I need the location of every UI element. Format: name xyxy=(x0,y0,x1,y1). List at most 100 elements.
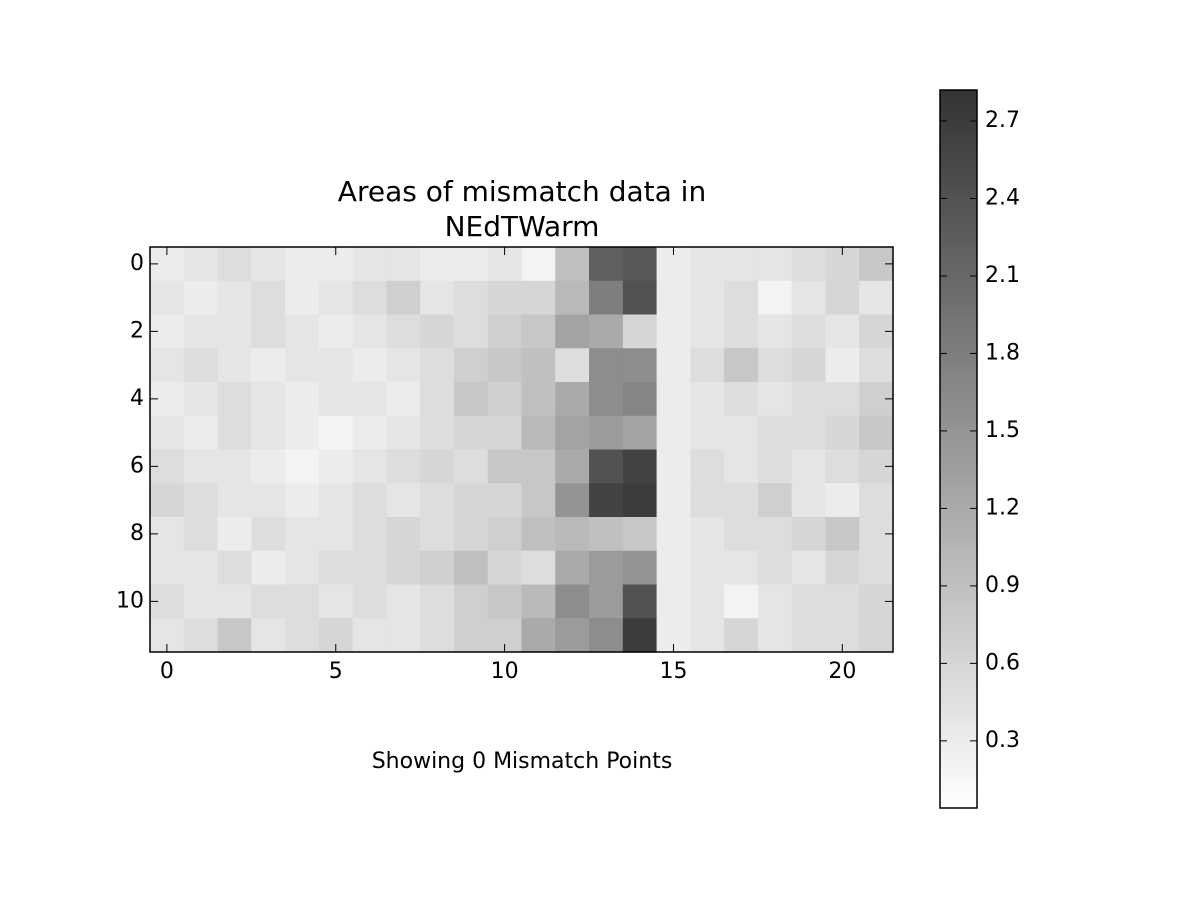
heatmap-cell xyxy=(318,449,354,484)
heatmap-cell xyxy=(656,382,691,417)
heatmap-cell xyxy=(285,517,320,552)
heatmap-cell xyxy=(825,314,860,349)
y-tick-label: 4 xyxy=(130,386,144,411)
heatmap-cell xyxy=(285,618,320,653)
heatmap-cell xyxy=(791,314,827,349)
heatmap-cell xyxy=(352,314,388,349)
heatmap-cell xyxy=(420,449,455,484)
colorbar-tick-label: 2.4 xyxy=(985,185,1020,210)
heatmap-cell xyxy=(318,415,354,451)
heatmap-cell xyxy=(251,483,286,518)
heatmap-cell xyxy=(420,280,455,316)
heatmap-cell xyxy=(724,348,759,383)
heatmap-cell xyxy=(217,348,252,383)
heatmap-cell xyxy=(318,517,354,552)
heatmap-cell xyxy=(386,618,421,653)
heatmap-cell xyxy=(589,382,624,417)
heatmap-cell xyxy=(251,280,286,316)
heatmap-cell xyxy=(757,348,793,383)
heatmap-cell xyxy=(183,550,219,586)
heatmap-cell xyxy=(656,550,691,586)
heatmap-cell xyxy=(859,618,894,653)
heatmap-cell xyxy=(285,280,320,316)
heatmap-cell xyxy=(791,382,827,417)
heatmap-cell xyxy=(386,483,421,518)
heatmap-cell xyxy=(521,584,556,619)
heatmap-cell xyxy=(656,415,691,451)
heatmap-cell xyxy=(352,382,388,417)
heatmap-cell xyxy=(453,348,489,383)
heatmap-cell xyxy=(251,314,286,349)
heatmap-cell xyxy=(555,483,590,518)
heatmap-cell xyxy=(791,280,827,316)
heatmap-cell xyxy=(453,314,489,349)
heatmap-cell xyxy=(453,618,489,653)
colorbar xyxy=(939,89,978,809)
heatmap-cell xyxy=(656,280,691,316)
heatmap-cell xyxy=(690,618,725,653)
heatmap-cell xyxy=(453,550,489,586)
heatmap-cell xyxy=(521,314,556,349)
heatmap-cell xyxy=(285,382,320,417)
heatmap-cell xyxy=(217,247,252,282)
heatmap-cell xyxy=(251,449,286,484)
heatmap-cell xyxy=(555,348,590,383)
heatmap-cell xyxy=(656,314,691,349)
heatmap-cell xyxy=(285,483,320,518)
heatmap-cell xyxy=(622,247,658,282)
heatmap-cell xyxy=(555,382,590,417)
heatmap-cell xyxy=(757,280,793,316)
x-tick-label: 10 xyxy=(491,659,519,684)
heatmap-cell xyxy=(453,517,489,552)
heatmap-cell xyxy=(318,314,354,349)
heatmap-cell xyxy=(656,348,691,383)
heatmap-cell xyxy=(555,550,590,586)
heatmap-cell xyxy=(285,348,320,383)
heatmap-cell xyxy=(724,550,759,586)
heatmap-cell xyxy=(690,483,725,518)
heatmap-cell xyxy=(487,314,523,349)
heatmap-cell xyxy=(150,483,185,518)
heatmap-cell xyxy=(150,348,185,383)
heatmap-cell xyxy=(656,517,691,552)
heatmap-cell xyxy=(724,247,759,282)
heatmap-cell xyxy=(420,517,455,552)
heatmap-cell xyxy=(420,314,455,349)
heatmap-cell xyxy=(555,517,590,552)
colorbar-tick-label: 0.3 xyxy=(985,728,1020,753)
heatmap-cell xyxy=(589,415,624,451)
heatmap-cell xyxy=(251,382,286,417)
heatmap-cell xyxy=(757,449,793,484)
heatmap-cell xyxy=(217,550,252,586)
heatmap-cell xyxy=(791,449,827,484)
heatmap-cell xyxy=(690,550,725,586)
heatmap-cell xyxy=(589,314,624,349)
chart-title: NEdTWarm xyxy=(445,210,600,243)
heatmap-cell xyxy=(555,314,590,349)
heatmap-cell xyxy=(386,280,421,316)
colorbar-tick-label: 1.2 xyxy=(985,495,1020,520)
heatmap-cell xyxy=(386,550,421,586)
heatmap-cell xyxy=(589,247,624,282)
heatmap-cell xyxy=(453,449,489,484)
heatmap-cell xyxy=(318,280,354,316)
heatmap-cell xyxy=(589,348,624,383)
heatmap-cell xyxy=(487,415,523,451)
heatmap-cell xyxy=(183,247,219,282)
heatmap-cell xyxy=(217,415,252,451)
heatmap-cell xyxy=(318,382,354,417)
heatmap-cell xyxy=(757,517,793,552)
heatmap-cell xyxy=(724,618,759,653)
heatmap-cell xyxy=(183,584,219,619)
heatmap-cell xyxy=(757,483,793,518)
heatmap-cell xyxy=(791,483,827,518)
heatmap-cell xyxy=(690,517,725,552)
heatmap-cell xyxy=(386,449,421,484)
heatmap-cell xyxy=(724,415,759,451)
heatmap-cell xyxy=(150,280,185,316)
heatmap-cell xyxy=(453,280,489,316)
heatmap-cell xyxy=(183,415,219,451)
heatmap-cell xyxy=(690,348,725,383)
heatmap-cell xyxy=(622,348,658,383)
heatmap-cell xyxy=(825,348,860,383)
